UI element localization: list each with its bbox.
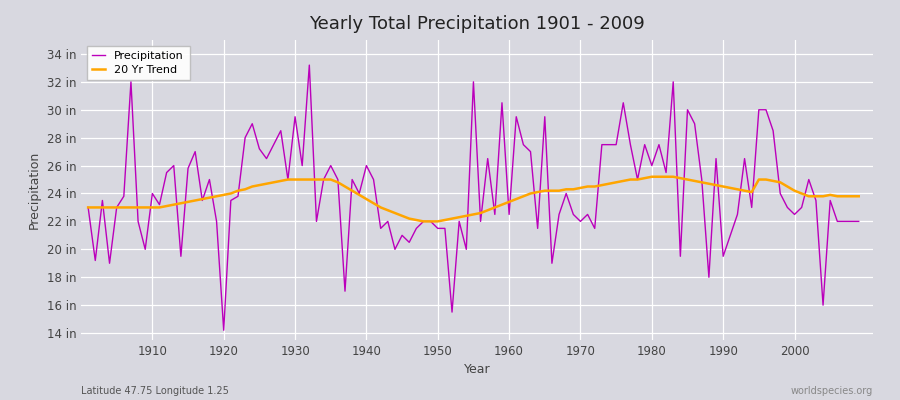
Y-axis label: Precipitation: Precipitation (28, 151, 41, 229)
X-axis label: Year: Year (464, 364, 490, 376)
Precipitation (853, 219, 864, 224)
Precipitation (83, 205, 94, 210)
Title: Yearly Total Precipitation 1901 - 2009: Yearly Total Precipitation 1901 - 2009 (309, 15, 645, 33)
20 Yr Trend (511, 197, 522, 202)
Precipitation (304, 63, 315, 68)
Precipitation (604, 142, 615, 147)
Precipitation (354, 191, 364, 196)
20 Yr Trend (339, 184, 350, 189)
20 Yr Trend (646, 174, 657, 179)
20 Yr Trend (597, 183, 608, 188)
20 Yr Trend (418, 219, 429, 224)
Precipitation (219, 328, 230, 333)
20 Yr Trend (504, 200, 515, 204)
20 Yr Trend (853, 194, 864, 199)
Precipitation (511, 114, 522, 119)
Precipitation (140, 247, 150, 252)
Legend: Precipitation, 20 Yr Trend: Precipitation, 20 Yr Trend (86, 46, 190, 80)
20 Yr Trend (83, 205, 94, 210)
Line: 20 Yr Trend: 20 Yr Trend (88, 177, 859, 221)
20 Yr Trend (140, 205, 150, 210)
Text: worldspecies.org: worldspecies.org (791, 386, 873, 396)
20 Yr Trend (297, 177, 308, 182)
Precipitation (311, 219, 322, 224)
Text: Latitude 47.75 Longitude 1.25: Latitude 47.75 Longitude 1.25 (81, 386, 229, 396)
Precipitation (518, 142, 529, 147)
Line: Precipitation: Precipitation (88, 65, 859, 330)
